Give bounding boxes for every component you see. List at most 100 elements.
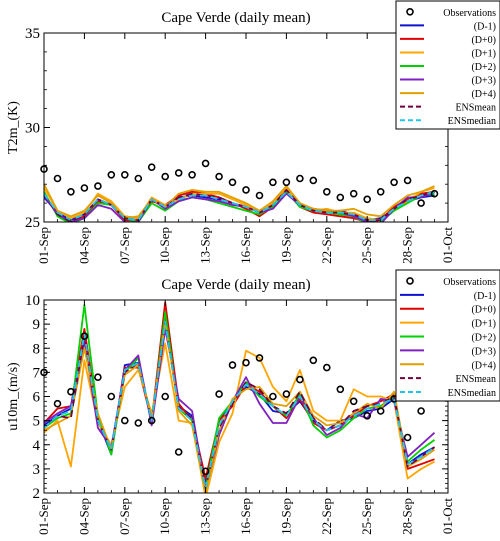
observation-point — [174, 448, 183, 456]
observation-point — [94, 373, 102, 382]
x-tick-label: 19-Sep — [278, 498, 293, 535]
series-line-7 — [44, 320, 436, 490]
observation-point — [322, 188, 331, 196]
y-tick-label: 6 — [33, 390, 41, 406]
observation-point — [174, 169, 183, 177]
legend-label: ENSmean — [455, 374, 496, 385]
observation-point — [201, 467, 210, 476]
series-line-5 — [44, 320, 436, 493]
observation-point — [309, 176, 318, 185]
x-tick-label: 13-Sep — [198, 498, 213, 535]
y-tick-label: 4 — [33, 438, 41, 454]
observation-point — [363, 411, 372, 420]
observation-point — [161, 392, 169, 401]
series-line-4 — [44, 190, 435, 222]
legend-label: ENSmedian — [448, 116, 496, 127]
legend-label: ENSmedian — [448, 388, 496, 399]
temperature-panel: Cape Verde (daily mean) T2m_(K) 01-Sep 04-S… — [6, 0, 500, 264]
x-tick-label: 07-Sep — [117, 498, 132, 535]
legend-marker-observations — [406, 277, 414, 285]
x-tick-label: 01-Sep — [36, 498, 51, 535]
series-lines — [44, 301, 436, 493]
y-axis-label: u10m_(m/s) — [6, 362, 21, 431]
observation-point — [121, 171, 129, 179]
observation-point — [349, 397, 358, 406]
observation-point — [67, 387, 75, 396]
observation-point — [161, 172, 169, 181]
x-tick-label: 28-Sep — [400, 498, 415, 535]
y-tick-label: 35 — [25, 26, 40, 42]
observation-point — [296, 375, 304, 384]
observation-point — [228, 361, 237, 369]
observation-point — [349, 189, 358, 198]
observation-point — [215, 390, 223, 398]
series-line-2 — [44, 187, 435, 222]
y-axis-label: T2m_(K) — [6, 101, 21, 154]
y-tick-label: 2 — [33, 486, 41, 502]
observation-point — [255, 191, 264, 200]
series-line-6 — [44, 188, 435, 222]
observation-point — [390, 178, 398, 187]
x-tick-label: 25-Sep — [359, 227, 374, 264]
observation-point — [376, 188, 385, 196]
x-tick-label: 28-Sep — [400, 227, 415, 264]
series-line-7 — [44, 190, 435, 222]
observation-point — [228, 178, 237, 187]
chart-title: Cape Verde (daily mean) — [161, 277, 310, 293]
legend-label: (D-1) — [474, 21, 496, 32]
observation-point — [269, 178, 277, 187]
legend-label: (D+3) — [471, 346, 496, 357]
x-tick-label: 19-Sep — [278, 227, 293, 264]
observation-point — [53, 399, 62, 408]
observation-point — [309, 356, 318, 365]
x-tick-label: 22-Sep — [319, 498, 334, 535]
y-tick-label: 30 — [25, 121, 40, 137]
x-tick-label: 04-Sep — [76, 498, 91, 535]
legend-label: (D+3) — [471, 76, 496, 87]
series-line-0 — [44, 318, 435, 485]
series-line-5 — [44, 183, 435, 220]
legend-label: (D+4) — [471, 89, 496, 100]
observation-point — [417, 199, 425, 207]
wind-panel: Cape Verde (daily mean) u10m_(m/s) 01-Sep 0… — [6, 269, 500, 535]
y-tick-label: 8 — [33, 341, 41, 357]
series-lines — [44, 183, 435, 222]
observation-point — [403, 433, 412, 442]
observation-point — [80, 332, 89, 341]
x-tick-label: 01-Oct — [440, 498, 455, 534]
observation-point — [430, 189, 439, 198]
y-tick-label: 7 — [33, 365, 41, 381]
observation-point — [53, 174, 62, 183]
observation-point — [188, 171, 196, 179]
observation-point — [403, 176, 412, 185]
legend-label: ENSmean — [455, 103, 496, 114]
legend-label: (D+4) — [471, 360, 496, 371]
legend-label: (D+0) — [471, 35, 496, 46]
legend-marker-observations — [406, 7, 414, 16]
legend-label: Observations — [443, 277, 496, 288]
observation-point — [94, 182, 102, 190]
observation-point — [134, 419, 143, 427]
observation-point — [80, 184, 89, 192]
y-tick-label: 3 — [33, 462, 41, 478]
legend-label: (D-1) — [474, 291, 496, 302]
observation-point — [363, 195, 372, 204]
observation-point — [269, 392, 277, 401]
observation-point — [255, 354, 264, 362]
observation-points — [40, 159, 439, 207]
observation-point — [417, 407, 425, 415]
observation-point — [134, 174, 143, 183]
series-line-2 — [44, 342, 435, 493]
observation-point — [147, 163, 156, 171]
observation-point — [376, 407, 385, 415]
legend-label: (D+1) — [471, 319, 496, 330]
observation-point — [107, 392, 116, 401]
observation-point — [336, 193, 345, 202]
legend: Observations (D-1) (D+0) (D+1) (D+2) (D+3) (D+… — [395, 0, 500, 130]
observation-point — [242, 358, 250, 367]
observation-point — [67, 188, 75, 196]
observation-point — [147, 416, 156, 425]
x-tick-label: 25-Sep — [359, 498, 374, 535]
x-tick-label: 22-Sep — [319, 227, 334, 264]
